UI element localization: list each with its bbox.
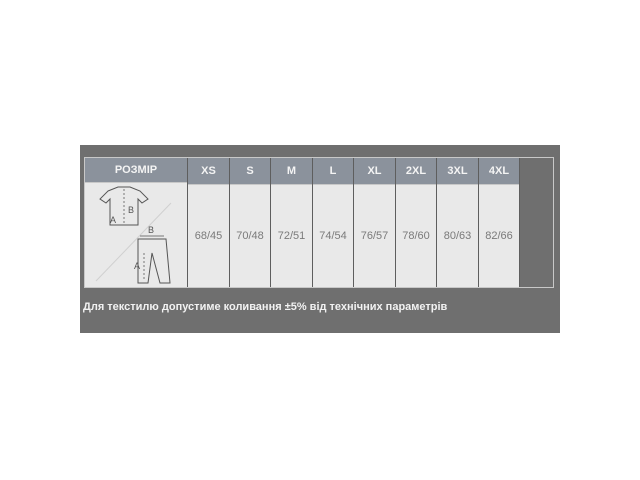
- shirt-pants-diagram-icon: A B B A: [95, 186, 172, 284]
- size-header: 4XL: [479, 158, 519, 185]
- size-value: 74/54: [313, 185, 353, 287]
- size-column-2xl: 2XL 78/60: [396, 158, 437, 287]
- svg-text:A: A: [110, 215, 116, 225]
- svg-text:B: B: [128, 205, 134, 215]
- size-column-l: L 74/54: [313, 158, 354, 287]
- size-column-3xl: 3XL 80/63: [437, 158, 479, 287]
- size-header: 3XL: [437, 158, 478, 185]
- size-value: 78/60: [396, 185, 436, 287]
- size-value: 76/57: [354, 185, 395, 287]
- svg-text:A: A: [134, 261, 140, 271]
- size-table: РОЗМІР A B B A XS 68/45 S 70/48 M 72/51 L 74…: [84, 157, 554, 288]
- garment-diagram: A B B A: [85, 183, 187, 287]
- size-header: XL: [354, 158, 395, 185]
- label-column: РОЗМІР A B B A: [85, 158, 188, 287]
- size-header: S: [230, 158, 270, 185]
- size-value: 82/66: [479, 185, 519, 287]
- size-header: XS: [188, 158, 229, 185]
- size-column-s: S 70/48: [230, 158, 271, 287]
- size-column-m: M 72/51: [271, 158, 313, 287]
- svg-text:B: B: [148, 225, 154, 235]
- size-column-4xl: 4XL 82/66: [479, 158, 520, 287]
- size-header: РОЗМІР: [85, 158, 187, 183]
- size-column-xl: XL 76/57: [354, 158, 396, 287]
- size-value: 70/48: [230, 185, 270, 287]
- tolerance-note: Для текстилю допустиме коливання ±5% від…: [83, 301, 448, 313]
- size-header: L: [313, 158, 353, 185]
- size-header: M: [271, 158, 312, 185]
- size-header: 2XL: [396, 158, 436, 185]
- size-column-xs: XS 68/45: [188, 158, 230, 287]
- size-value: 72/51: [271, 185, 312, 287]
- size-chart: РОЗМІР A B B A XS 68/45 S 70/48 M 72/51 L 74…: [80, 145, 560, 333]
- size-value: 68/45: [188, 185, 229, 287]
- size-value: 80/63: [437, 185, 478, 287]
